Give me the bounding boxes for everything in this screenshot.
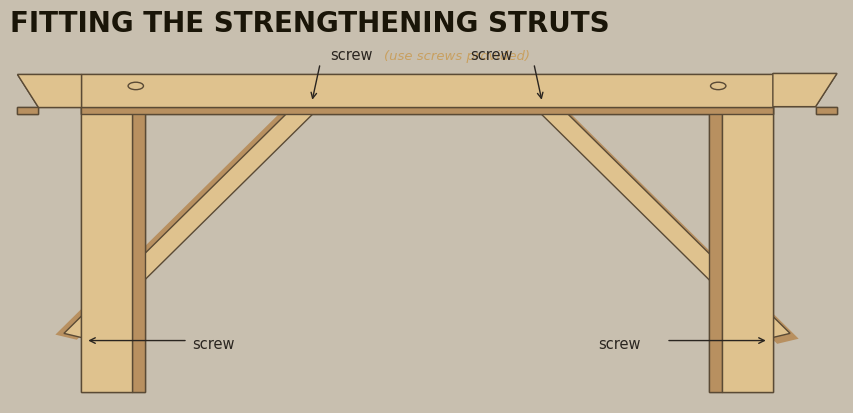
- Text: screw: screw: [597, 336, 640, 351]
- Polygon shape: [815, 107, 836, 115]
- Bar: [708, 107, 721, 392]
- Text: (use screws provided): (use screws provided): [384, 50, 530, 63]
- Polygon shape: [81, 107, 772, 115]
- Bar: [81, 107, 132, 392]
- Bar: [81, 74, 772, 107]
- Bar: [132, 107, 145, 392]
- Polygon shape: [64, 102, 320, 339]
- Polygon shape: [17, 74, 81, 107]
- Text: FITTING THE STRENGTHENING STRUTS: FITTING THE STRENGTHENING STRUTS: [10, 10, 609, 38]
- Bar: [721, 107, 772, 392]
- Bar: [81, 74, 772, 107]
- Polygon shape: [815, 107, 836, 115]
- Text: screw: screw: [192, 336, 235, 351]
- Bar: [132, 107, 145, 392]
- Polygon shape: [772, 74, 836, 107]
- Polygon shape: [542, 108, 798, 344]
- Polygon shape: [17, 107, 38, 115]
- Text: screw: screw: [330, 48, 373, 63]
- Polygon shape: [772, 74, 836, 107]
- Bar: [81, 107, 132, 392]
- Text: screw: screw: [469, 48, 512, 63]
- Polygon shape: [81, 107, 772, 115]
- Polygon shape: [533, 102, 789, 339]
- Polygon shape: [17, 74, 81, 107]
- Bar: [721, 107, 772, 392]
- Bar: [708, 107, 721, 392]
- Polygon shape: [55, 104, 311, 340]
- Polygon shape: [17, 107, 38, 115]
